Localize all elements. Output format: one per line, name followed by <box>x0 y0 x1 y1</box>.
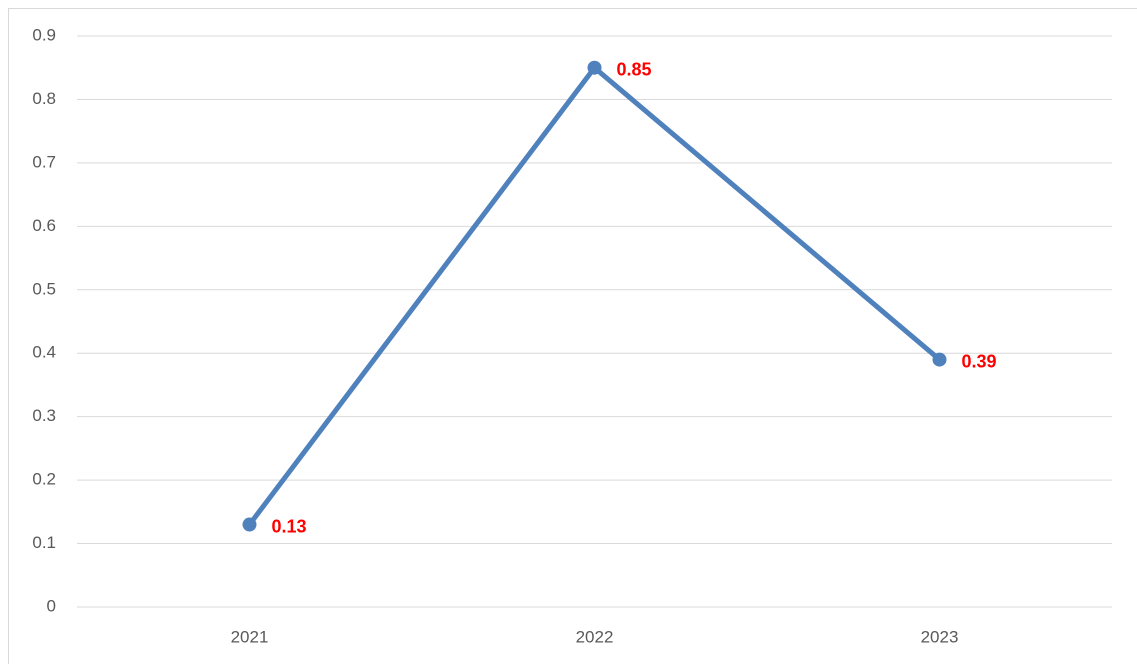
y-tick-label: 0.9 <box>32 25 56 44</box>
y-tick-label: 0.1 <box>32 533 56 552</box>
x-tick-label: 2021 <box>231 627 269 646</box>
data-label: 0.39 <box>962 351 997 371</box>
y-tick-label: 0.7 <box>32 152 56 171</box>
y-tick-label: 0.8 <box>32 89 56 108</box>
data-label: 0.13 <box>272 516 307 536</box>
y-tick-label: 0.2 <box>32 470 56 489</box>
y-tick-label: 0 <box>47 596 56 615</box>
x-tick-label: 2022 <box>576 627 614 646</box>
chart-frame <box>8 8 1137 664</box>
data-label: 0.85 <box>617 59 652 79</box>
line <box>247 65 942 527</box>
point <box>587 60 602 75</box>
point <box>932 352 947 367</box>
y-tick-label: 0.6 <box>32 216 56 235</box>
y-tick-label: 0.5 <box>32 279 56 298</box>
y-tick-label: 0.3 <box>32 406 56 425</box>
y-tick-label: 0.4 <box>32 343 56 362</box>
x-tick-label: 2023 <box>921 627 959 646</box>
point <box>242 517 257 532</box>
